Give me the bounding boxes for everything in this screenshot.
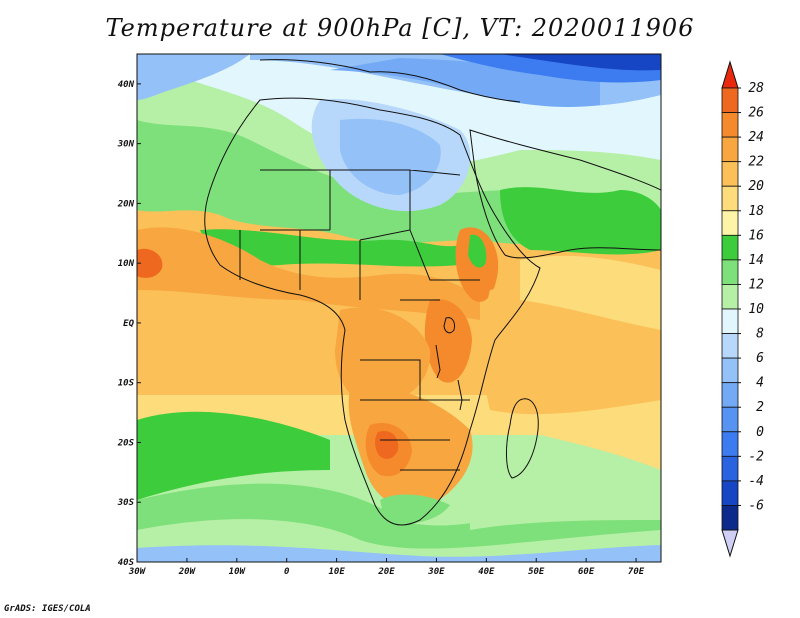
colorbar-label: 4: [756, 376, 764, 391]
field-west-hotspot: [137, 248, 163, 278]
colorbar-segment: [721, 308, 739, 334]
colorbar-segment: [721, 333, 739, 359]
colorbar-label: 28: [748, 81, 764, 96]
lat-tick-label: EQ: [123, 319, 134, 329]
lake-victoria: [443, 317, 455, 334]
lat-tick-label: 30S: [117, 498, 135, 508]
colorbar-segment: [721, 185, 739, 212]
colorbar-label: 12: [748, 277, 764, 292]
lon-tick-label: 0: [284, 567, 290, 577]
colorbar-segment: [721, 112, 739, 138]
field-arabia-green: [500, 187, 661, 255]
lon-tick-label: 30E: [427, 567, 445, 577]
lon-tick-label: 20E: [377, 567, 395, 577]
colorbar-label: 14: [748, 253, 764, 268]
internal-borders: [239, 169, 480, 471]
colorbar-segment: [721, 505, 739, 531]
colorbar-label: 2: [756, 400, 764, 415]
field-lakes-hot: [424, 299, 472, 383]
lon-tick-label: 30W: [128, 567, 147, 577]
colorbar-label: 6: [756, 351, 764, 366]
map-title: Temperature at 900hPa [C], VT: 202001190…: [105, 14, 695, 42]
europe-outline: [259, 59, 521, 103]
lake-tanganyika: [435, 344, 441, 379]
axis-ticks: 30W 20W 10W 0 10E 20E 30E 40E 50E 60E 70E 40N 30N 20N…: [117, 80, 645, 577]
field-southern-hottest: [375, 430, 399, 459]
colorbar-label: -4: [748, 474, 764, 489]
lon-tick-label: 40E: [478, 567, 495, 577]
colorbar-label: 20: [748, 179, 764, 194]
lon-tick-label: 20W: [178, 567, 197, 577]
colorbar-segment: [721, 431, 739, 457]
colorbar-segment: [721, 357, 739, 384]
lat-tick-label: 20N: [117, 199, 135, 209]
field-congo-warm: [335, 307, 431, 405]
field-indian-yellow: [520, 255, 661, 330]
lat-tick-label: 40N: [118, 80, 135, 90]
field-south-cold: [137, 545, 661, 562]
field-sahara-blue2: [340, 118, 441, 195]
lon-tick-label: 10W: [229, 567, 247, 577]
colorbar-segment: [721, 210, 739, 236]
field-se-ocean-green: [470, 473, 661, 530]
colorbar-segment: [721, 382, 739, 408]
credit-label: GrADS: IGES/COLA: [4, 604, 91, 614]
colorbar-label: 8: [756, 327, 764, 342]
madagascar-outline: [506, 398, 539, 479]
field-sahel-green: [200, 229, 460, 267]
lake-malawi: [457, 379, 463, 411]
colorbar-label: 0: [756, 425, 764, 440]
colorbar-segment: [721, 455, 739, 482]
colorbar-label: -2: [748, 449, 764, 464]
lat-tick-label: 20S: [117, 438, 135, 448]
colorbar-label: 16: [748, 228, 764, 243]
lat-tick-label: 10N: [118, 259, 135, 269]
colorbar-segment: [721, 234, 739, 261]
colorbar-label: 22: [748, 155, 764, 170]
colorbar-segment: [721, 87, 739, 113]
colorbar-label: -6: [748, 498, 764, 513]
field-ethiopia-cool: [468, 234, 487, 268]
colorbar-label: 26: [748, 106, 764, 121]
lon-tick-label: 50E: [528, 567, 545, 577]
colorbar-segment: [721, 136, 739, 163]
lat-tick-label: 30N: [117, 140, 135, 150]
field-atlantic-blue: [137, 54, 250, 100]
field-se-ocean: [520, 400, 661, 470]
field-west-africa-warm: [137, 227, 480, 320]
lon-tick-label: 60E: [578, 567, 595, 577]
field-south-coast-green: [380, 494, 450, 525]
lat-tick-label: 40S: [118, 558, 135, 568]
africa-coastline: [204, 97, 541, 526]
colorbar-min-triangle: [721, 529, 739, 558]
colorbar-label: 24: [748, 130, 764, 145]
arabia-outline: [469, 129, 661, 259]
colorbar-label: 18: [748, 204, 764, 219]
colorbar-segment: [721, 161, 739, 187]
temperature-field: [137, 54, 661, 562]
lat-tick-label: 10S: [118, 379, 135, 389]
plot-frame: [136, 53, 662, 563]
colorbar-segment: [721, 406, 739, 433]
field-europe-colder: [500, 54, 661, 71]
colorbar-label: 10: [748, 302, 764, 317]
lon-tick-label: 70E: [628, 567, 645, 577]
colorbar-segment: [721, 259, 739, 285]
colorbar-max-triangle: [721, 60, 739, 89]
colorbar-segment: [721, 284, 739, 310]
lon-tick-label: 10E: [328, 567, 345, 577]
field-south-green: [137, 411, 330, 500]
colorbar-segment: [721, 480, 739, 506]
coastlines: [204, 59, 661, 526]
